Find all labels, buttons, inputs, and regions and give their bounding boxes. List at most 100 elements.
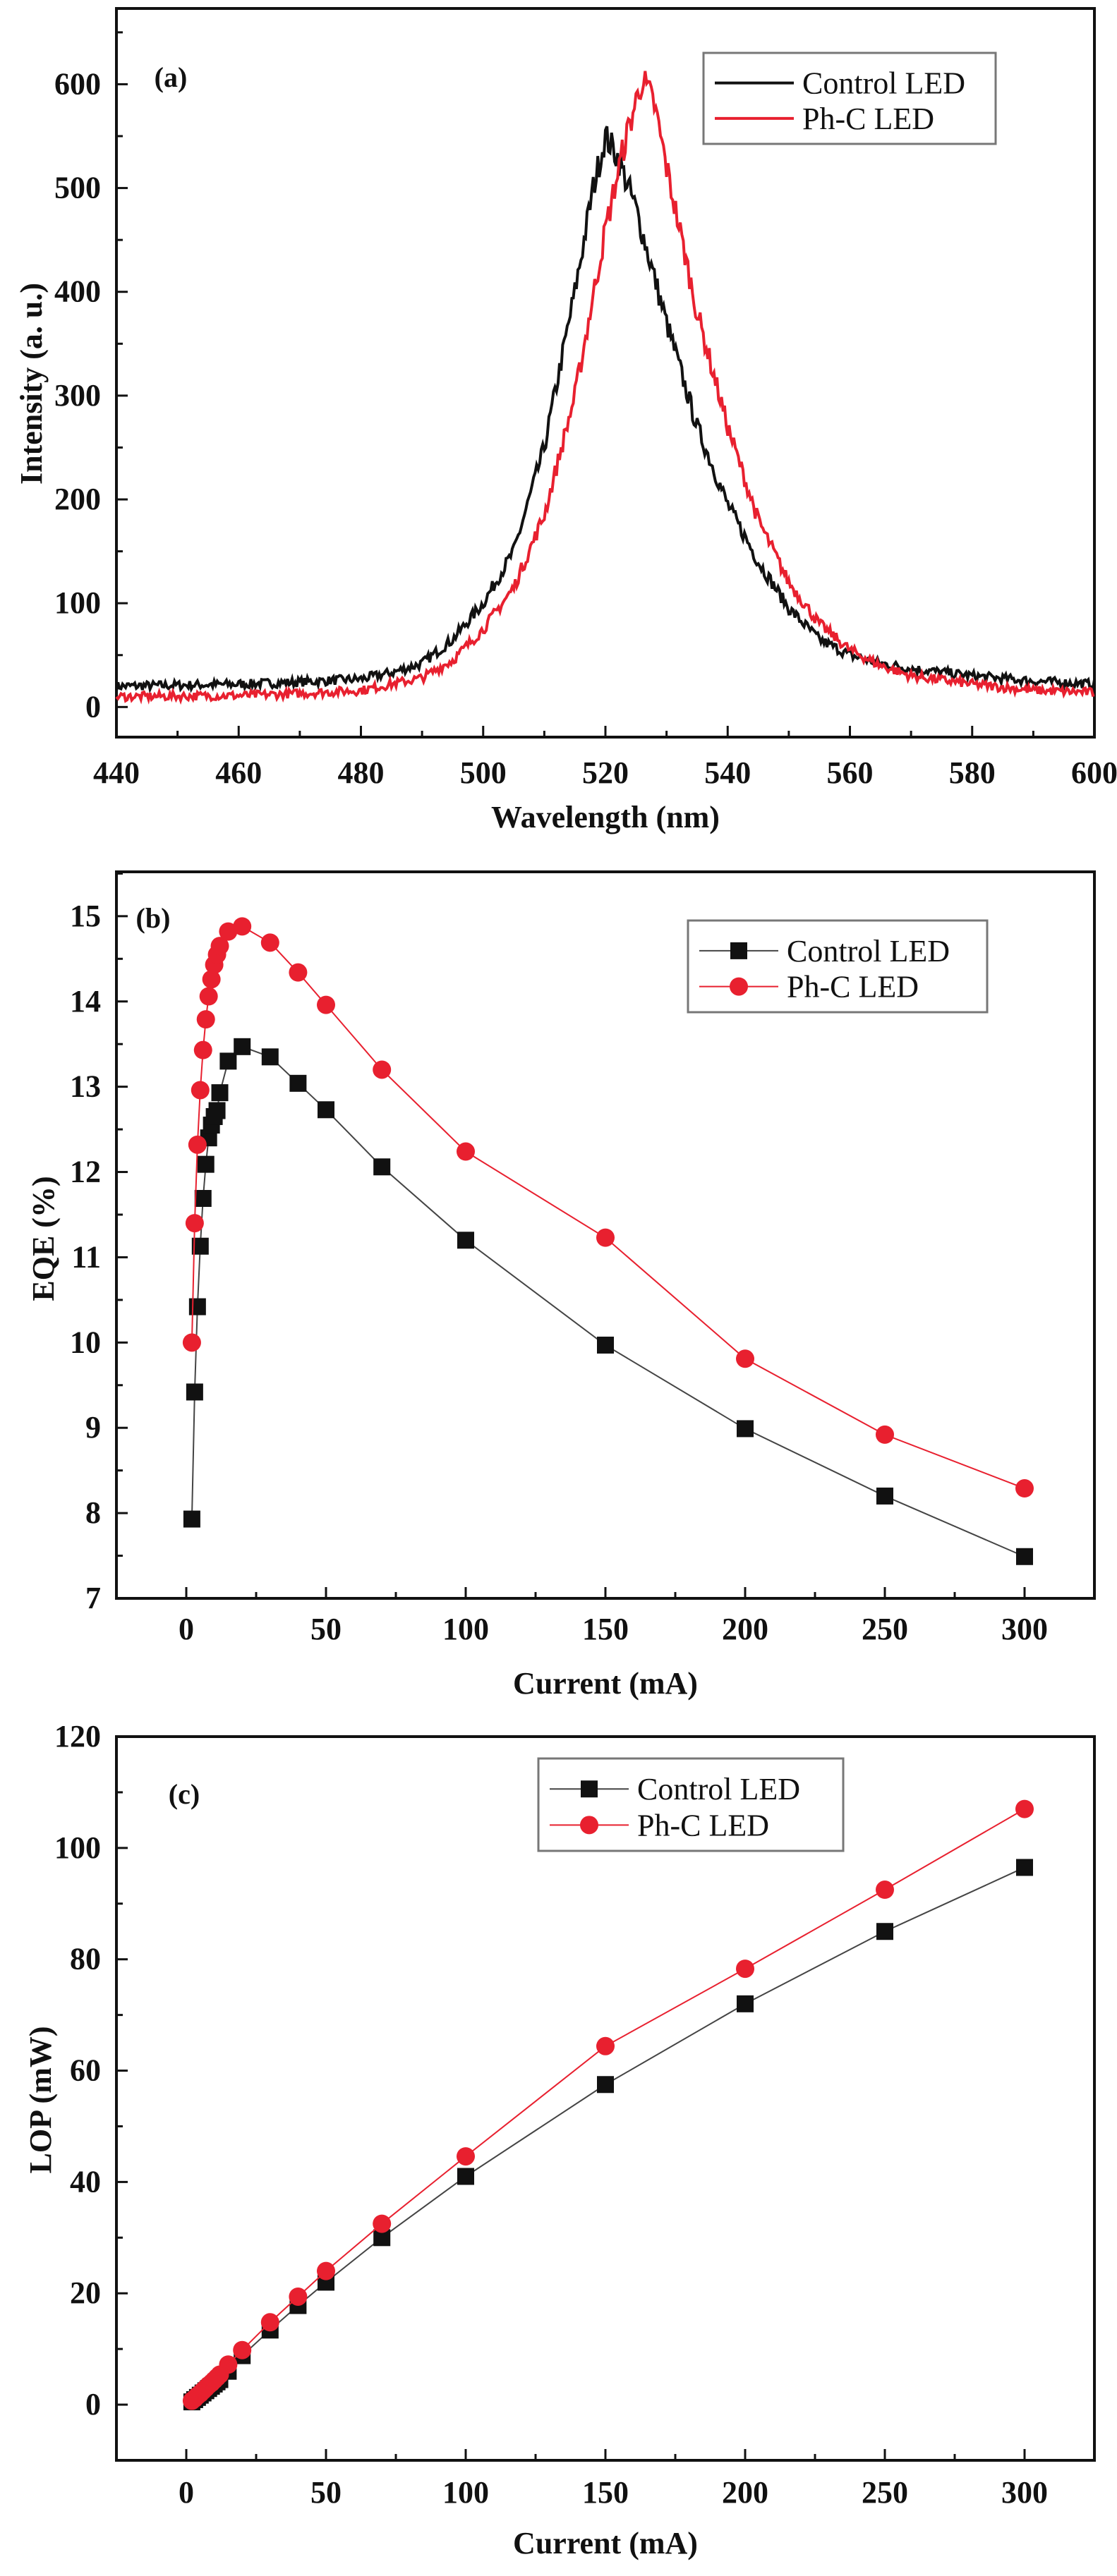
data-point-square [597, 2076, 614, 2094]
data-point-circle [876, 1425, 894, 1444]
y-tick-label: 20 [70, 2276, 101, 2310]
x-axis-title: Current (mA) [513, 1666, 698, 1701]
panel-label: (a) [155, 61, 188, 93]
x-tick-label: 200 [722, 2475, 768, 2510]
x-tick-label: 440 [93, 755, 140, 790]
legend-label: Control LED [787, 934, 950, 968]
x-tick-label: 50 [310, 2475, 342, 2510]
data-point-circle [199, 987, 218, 1006]
data-point-circle [289, 2287, 308, 2306]
legend-square-marker-icon [581, 1780, 598, 1798]
series-control-led [183, 1859, 1033, 2411]
y-tick-label: 14 [70, 984, 101, 1019]
x-tick-label: 250 [862, 2475, 908, 2510]
series-control-led [115, 126, 1096, 694]
data-point-square [457, 2168, 474, 2185]
y-tick-label: 15 [70, 899, 101, 933]
x-tick-label: 580 [949, 755, 996, 790]
y-tick-label: 7 [85, 1581, 101, 1615]
data-point-square [737, 1420, 754, 1438]
series-control-led [183, 1038, 1033, 1565]
data-point-square [261, 1048, 279, 1066]
x-axis-title: Wavelength (nm) [491, 800, 720, 834]
x-tick-label: 500 [460, 755, 507, 790]
legend-label: Control LED [637, 1772, 800, 1806]
legend-label: Ph-C LED [637, 1808, 769, 1842]
series-ph-c-led [182, 1799, 1034, 2410]
x-tick-label: 560 [827, 755, 874, 790]
data-point-circle [193, 1040, 212, 1059]
data-point-square [318, 1101, 334, 1119]
series-ph-c-led [115, 71, 1095, 705]
data-point-circle [191, 1081, 210, 1100]
y-tick-label: 500 [54, 171, 101, 205]
data-point-circle [260, 2313, 279, 2332]
data-point-circle [219, 922, 238, 941]
data-point-circle [1015, 1799, 1034, 1818]
data-point-circle [233, 2340, 252, 2359]
y-tick-label: 12 [70, 1155, 101, 1189]
y-tick-label: 11 [71, 1239, 101, 1274]
legend-box [702, 51, 997, 145]
data-point-circle [1015, 1479, 1034, 1498]
spectrum-line [115, 126, 1096, 694]
x-tick-label: 150 [582, 1612, 629, 1646]
data-point-circle [317, 995, 335, 1014]
x-tick-label: 540 [704, 755, 751, 790]
y-tick-label: 300 [54, 378, 101, 413]
data-point-square [457, 1232, 474, 1249]
x-tick-label: 0 [179, 1612, 194, 1646]
y-tick-label: 13 [70, 1069, 101, 1104]
y-tick-label: 100 [54, 585, 101, 620]
y-tick-label: 9 [85, 1410, 101, 1445]
legend-label: Ph-C LED [787, 970, 919, 1004]
x-tick-label: 520 [582, 755, 629, 790]
series-line [191, 1045, 1025, 1557]
data-point-circle [196, 1010, 215, 1029]
y-tick-label: 60 [70, 2053, 101, 2088]
y-tick-label: 600 [54, 66, 101, 101]
data-point-square [194, 1190, 212, 1208]
data-point-circle [210, 937, 229, 956]
data-point-circle [373, 2214, 392, 2233]
y-tick-label: 120 [54, 1719, 101, 1754]
data-point-square [188, 1298, 206, 1316]
data-point-square [186, 1383, 203, 1401]
chart-panel-c: 0 50 100 150 200 250 300 0 20 40 60 80 100 120 Current… [23, 1719, 1096, 2560]
data-point-square [1016, 1548, 1033, 1565]
chart-panel-b: 0 50 100 150 200 250 300 7 8 9 10 11 12 13 14 15 Current… [26, 870, 1096, 1701]
y-axis-title: EQE (%) [26, 1176, 61, 1301]
data-point-circle [736, 1349, 754, 1368]
data-point-square [876, 1487, 893, 1505]
y-tick-label: 10 [70, 1325, 101, 1359]
chart-panel-a: 440 460 480 500 520 540 560 580 600 0 100 200 300 400… [14, 7, 1117, 834]
y-axis-title: Intensity (a. u.) [14, 283, 49, 485]
x-tick-label: 300 [1001, 2475, 1048, 2510]
legend-label: Control LED [802, 66, 965, 101]
x-tick-label: 50 [310, 1612, 342, 1646]
y-tick-label: 400 [54, 274, 101, 309]
y-axis-title: LOP (mW) [23, 2027, 58, 2174]
data-point-circle [188, 1135, 207, 1154]
y-tick-label: 8 [85, 1495, 101, 1530]
data-point-circle [876, 1881, 894, 1900]
data-point-square [208, 1102, 226, 1119]
data-point-square [597, 1336, 614, 1354]
series-line [191, 1808, 1025, 2402]
panel-label: (b) [136, 902, 171, 934]
data-point-circle [596, 2036, 615, 2055]
series-ph-c-led [182, 917, 1034, 1498]
legend-square-marker-icon [730, 942, 747, 959]
y-tick-label: 80 [70, 1942, 101, 1976]
y-tick-label: 40 [70, 2164, 101, 2199]
data-point-circle [260, 933, 279, 952]
panel-label: (c) [169, 1778, 200, 1810]
y-tick-label: 100 [54, 1830, 101, 1865]
data-point-circle [185, 1214, 204, 1233]
data-point-circle [202, 970, 221, 989]
x-axis-title: Current (mA) [513, 2526, 698, 2560]
